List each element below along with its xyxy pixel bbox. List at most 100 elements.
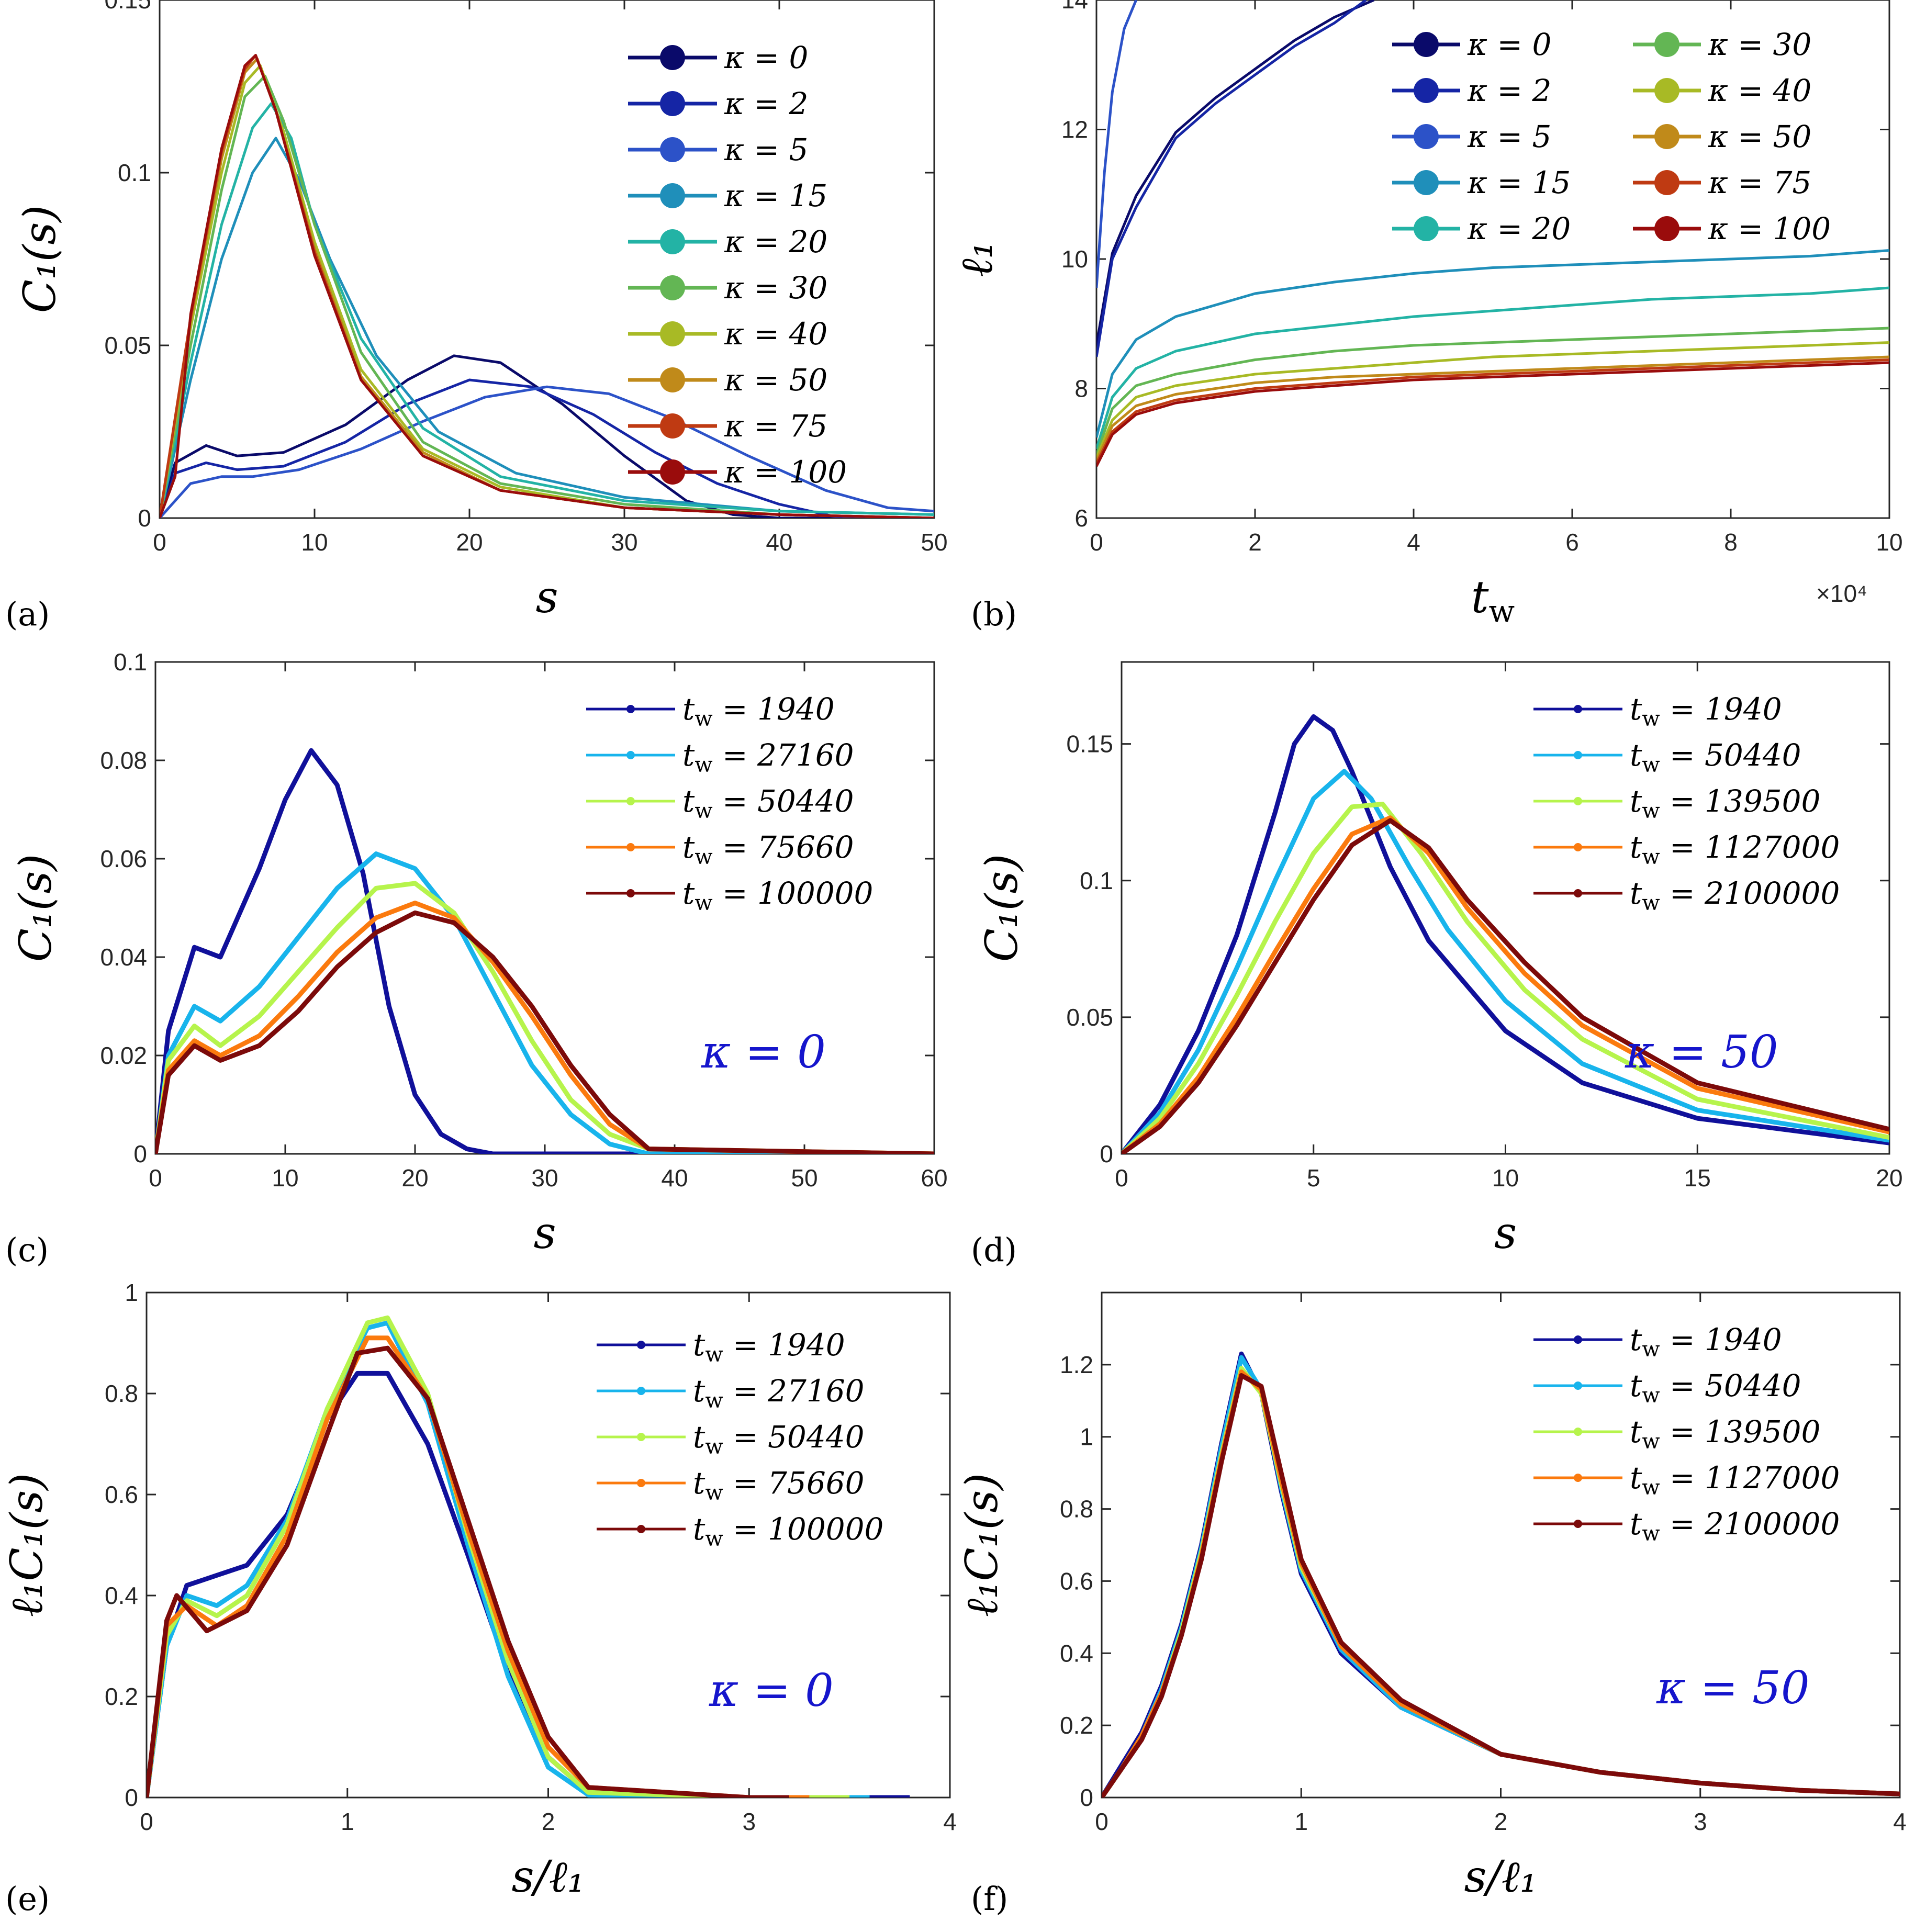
x-axis-label: s [533, 1207, 556, 1259]
series-line-t-w-100000 [155, 910, 934, 1154]
kappa-annotation: κ = 50 [1625, 1026, 1778, 1079]
x-tick-label: 3 [1694, 1808, 1707, 1835]
series-group-c [155, 748, 934, 1154]
x-tick-label: 6 [1565, 529, 1579, 556]
series-line-t-w-27160 [155, 851, 934, 1154]
legend-label: tw = 27160 [682, 737, 854, 777]
y-tick-label: 0.1 [118, 159, 151, 186]
series-line--30 [160, 74, 934, 518]
x-tick-label: 1 [1294, 1808, 1308, 1835]
legend-label: κ = 20 [1467, 211, 1571, 246]
y-tick-label: 1 [125, 1279, 138, 1306]
x-tick-label: 0 [1115, 1164, 1128, 1192]
panel-c: 0 10 20 30 40 50 60 0 0.02 0.04 0.06 0.08 0.1 tw = 19… [5, 648, 948, 1269]
x-tick-label: 30 [531, 1164, 558, 1192]
legend-marker [626, 705, 635, 713]
x-tick-label: 0 [153, 529, 166, 556]
legend-marker [1654, 78, 1679, 103]
y-tick-label: 0.02 [100, 1042, 147, 1069]
y-tick-label: 0.8 [1060, 1496, 1093, 1523]
legend-marker [660, 229, 685, 254]
legend-marker [1414, 216, 1439, 241]
legend-label: κ = 15 [724, 178, 827, 214]
y-tick-label: 0.05 [104, 332, 151, 359]
series-line--20 [1096, 286, 1889, 450]
series-line-t-w-2100000 [1122, 818, 1889, 1154]
y-tick-label: 0.8 [105, 1380, 138, 1407]
legend-label: κ = 50 [724, 362, 827, 398]
x-tick-label: 40 [661, 1164, 688, 1192]
legend-marker [660, 459, 685, 485]
series-line-t-w-75660 [155, 901, 934, 1154]
y-axis-label: C₁(s) [14, 205, 65, 313]
x-tick-label: 0 [140, 1808, 153, 1835]
legend-label: tw = 27160 [693, 1373, 865, 1413]
panel-label: (e) [5, 1880, 50, 1918]
series-group-b [1096, 0, 1889, 467]
legend-marker [626, 889, 635, 897]
x-tick-label: 50 [791, 1164, 817, 1192]
x-tick-label: 50 [921, 529, 947, 556]
legend-label: tw = 75660 [682, 829, 854, 869]
legend-label: tw = 50440 [1630, 1368, 1801, 1408]
legend-marker [1574, 1520, 1582, 1528]
legend-label: κ = 75 [724, 408, 827, 444]
legend-marker [660, 367, 685, 392]
y-tick-label: 0.08 [100, 747, 147, 774]
legend-e: tw = 1940 tw = 27160 tw = 50440 tw = 75660 t… [597, 1327, 883, 1551]
legend-marker [660, 413, 685, 439]
legend-label: κ = 40 [1708, 73, 1811, 108]
legend-label: tw = 2100000 [1630, 875, 1840, 915]
legend-label: κ = 0 [1467, 27, 1551, 62]
y-tick-label: 12 [1061, 116, 1088, 143]
series-line-t-w-50440 [155, 881, 934, 1154]
x-tick-label: 30 [611, 529, 637, 556]
series-line--2 [160, 378, 934, 518]
series-line-t-w-50440 [1122, 769, 1889, 1154]
y-axis-label: C₁(s) [10, 854, 61, 962]
legend-label: tw = 1940 [693, 1327, 845, 1367]
y-tick-label: 1 [1080, 1423, 1093, 1451]
legend-label: tw = 139500 [1630, 1414, 1820, 1454]
legend-marker [1654, 124, 1679, 149]
y-tick-label: 0.6 [105, 1481, 138, 1508]
legend-marker [660, 137, 685, 162]
legend-marker [1574, 1381, 1582, 1390]
legend-marker [1654, 170, 1679, 195]
legend-marker [660, 321, 685, 346]
legend-c: tw = 1940 tw = 27160 tw = 50440 tw = 75660 t… [586, 691, 873, 915]
x-tick-label: 2 [1494, 1808, 1508, 1835]
y-axis-label: C₁(s) [976, 854, 1027, 962]
panel-label: (a) [5, 595, 50, 633]
legend-label: tw = 1940 [1630, 1322, 1782, 1362]
x-tick-label: 40 [766, 529, 792, 556]
x-tick-label: 10 [301, 529, 328, 556]
legend-marker [660, 45, 685, 70]
x-tick-label: 4 [1893, 1808, 1907, 1835]
x-tick-label: 0 [149, 1164, 162, 1192]
legend-marker [1414, 124, 1439, 149]
y-tick-label: 8 [1074, 375, 1088, 402]
series-line-t-w-50440 [147, 1315, 850, 1798]
legend-marker [1574, 797, 1582, 805]
legend-marker [1574, 1428, 1582, 1436]
series-line-t-w-1940 [155, 748, 934, 1154]
y-tick-label: 6 [1074, 504, 1088, 532]
x-tick-label: 20 [401, 1164, 428, 1192]
x-axis-label: tw [1471, 571, 1515, 629]
x-tick-label: 0 [1095, 1808, 1108, 1835]
legend-marker [1574, 705, 1582, 713]
legend-label: tw = 100000 [693, 1511, 883, 1551]
y-tick-label: 0.05 [1066, 1004, 1113, 1031]
x-tick-label: 10 [1492, 1164, 1519, 1192]
x-axis-label: s/ℓ₁ [1464, 1851, 1537, 1902]
legend-label: κ = 50 [1708, 119, 1811, 154]
legend-marker [660, 91, 685, 116]
series-line-t-w-139500 [1122, 802, 1889, 1154]
x-axis-label: s [535, 571, 558, 623]
legend-label: tw = 1127000 [1630, 829, 1840, 869]
legend-label: tw = 1940 [1630, 691, 1782, 731]
series-line-t-w-75660 [147, 1335, 810, 1798]
